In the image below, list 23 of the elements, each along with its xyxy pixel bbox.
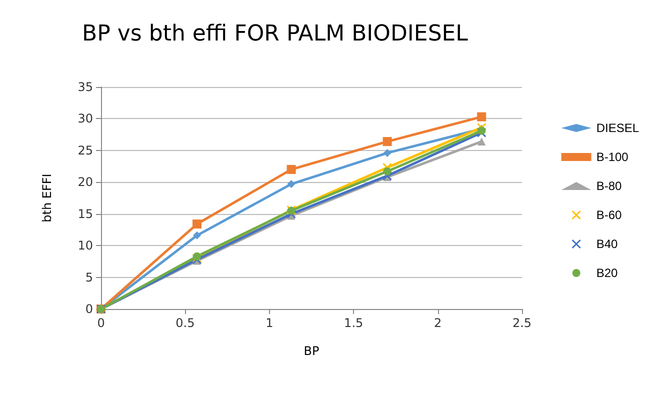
y-tick-label: 15: [78, 206, 93, 221]
legend-label: B40: [596, 237, 618, 251]
legend-label: B-100: [596, 150, 629, 164]
y-tick-label: 25: [78, 143, 93, 158]
legend-label: B20: [596, 266, 618, 280]
legend-label: DIESEL: [596, 121, 640, 135]
legend-label: B-60: [596, 208, 622, 222]
x-tick-label: 2: [434, 316, 442, 330]
x-tick-label: 1: [266, 316, 274, 330]
x-axis-title: BP: [304, 344, 320, 358]
x-tick-label: 2.5: [512, 316, 532, 330]
y-tick-label: 10: [78, 238, 93, 253]
chart-title: BP vs bth effi FOR PALM BIODIESEL: [82, 22, 469, 46]
y-tick-label: 30: [78, 112, 93, 126]
y-axis-title: bth EFFI: [40, 174, 54, 222]
legend-label: B-80: [596, 179, 622, 193]
y-tick-label: 5: [85, 270, 93, 284]
y-tick-label: 35: [78, 80, 93, 94]
x-tick-label: 0: [97, 316, 105, 330]
y-tick-label: 20: [78, 175, 93, 190]
y-tick-label: 0: [85, 302, 93, 316]
x-tick-label: 0.5: [176, 316, 195, 330]
x-tick-label: 1.5: [344, 316, 364, 330]
